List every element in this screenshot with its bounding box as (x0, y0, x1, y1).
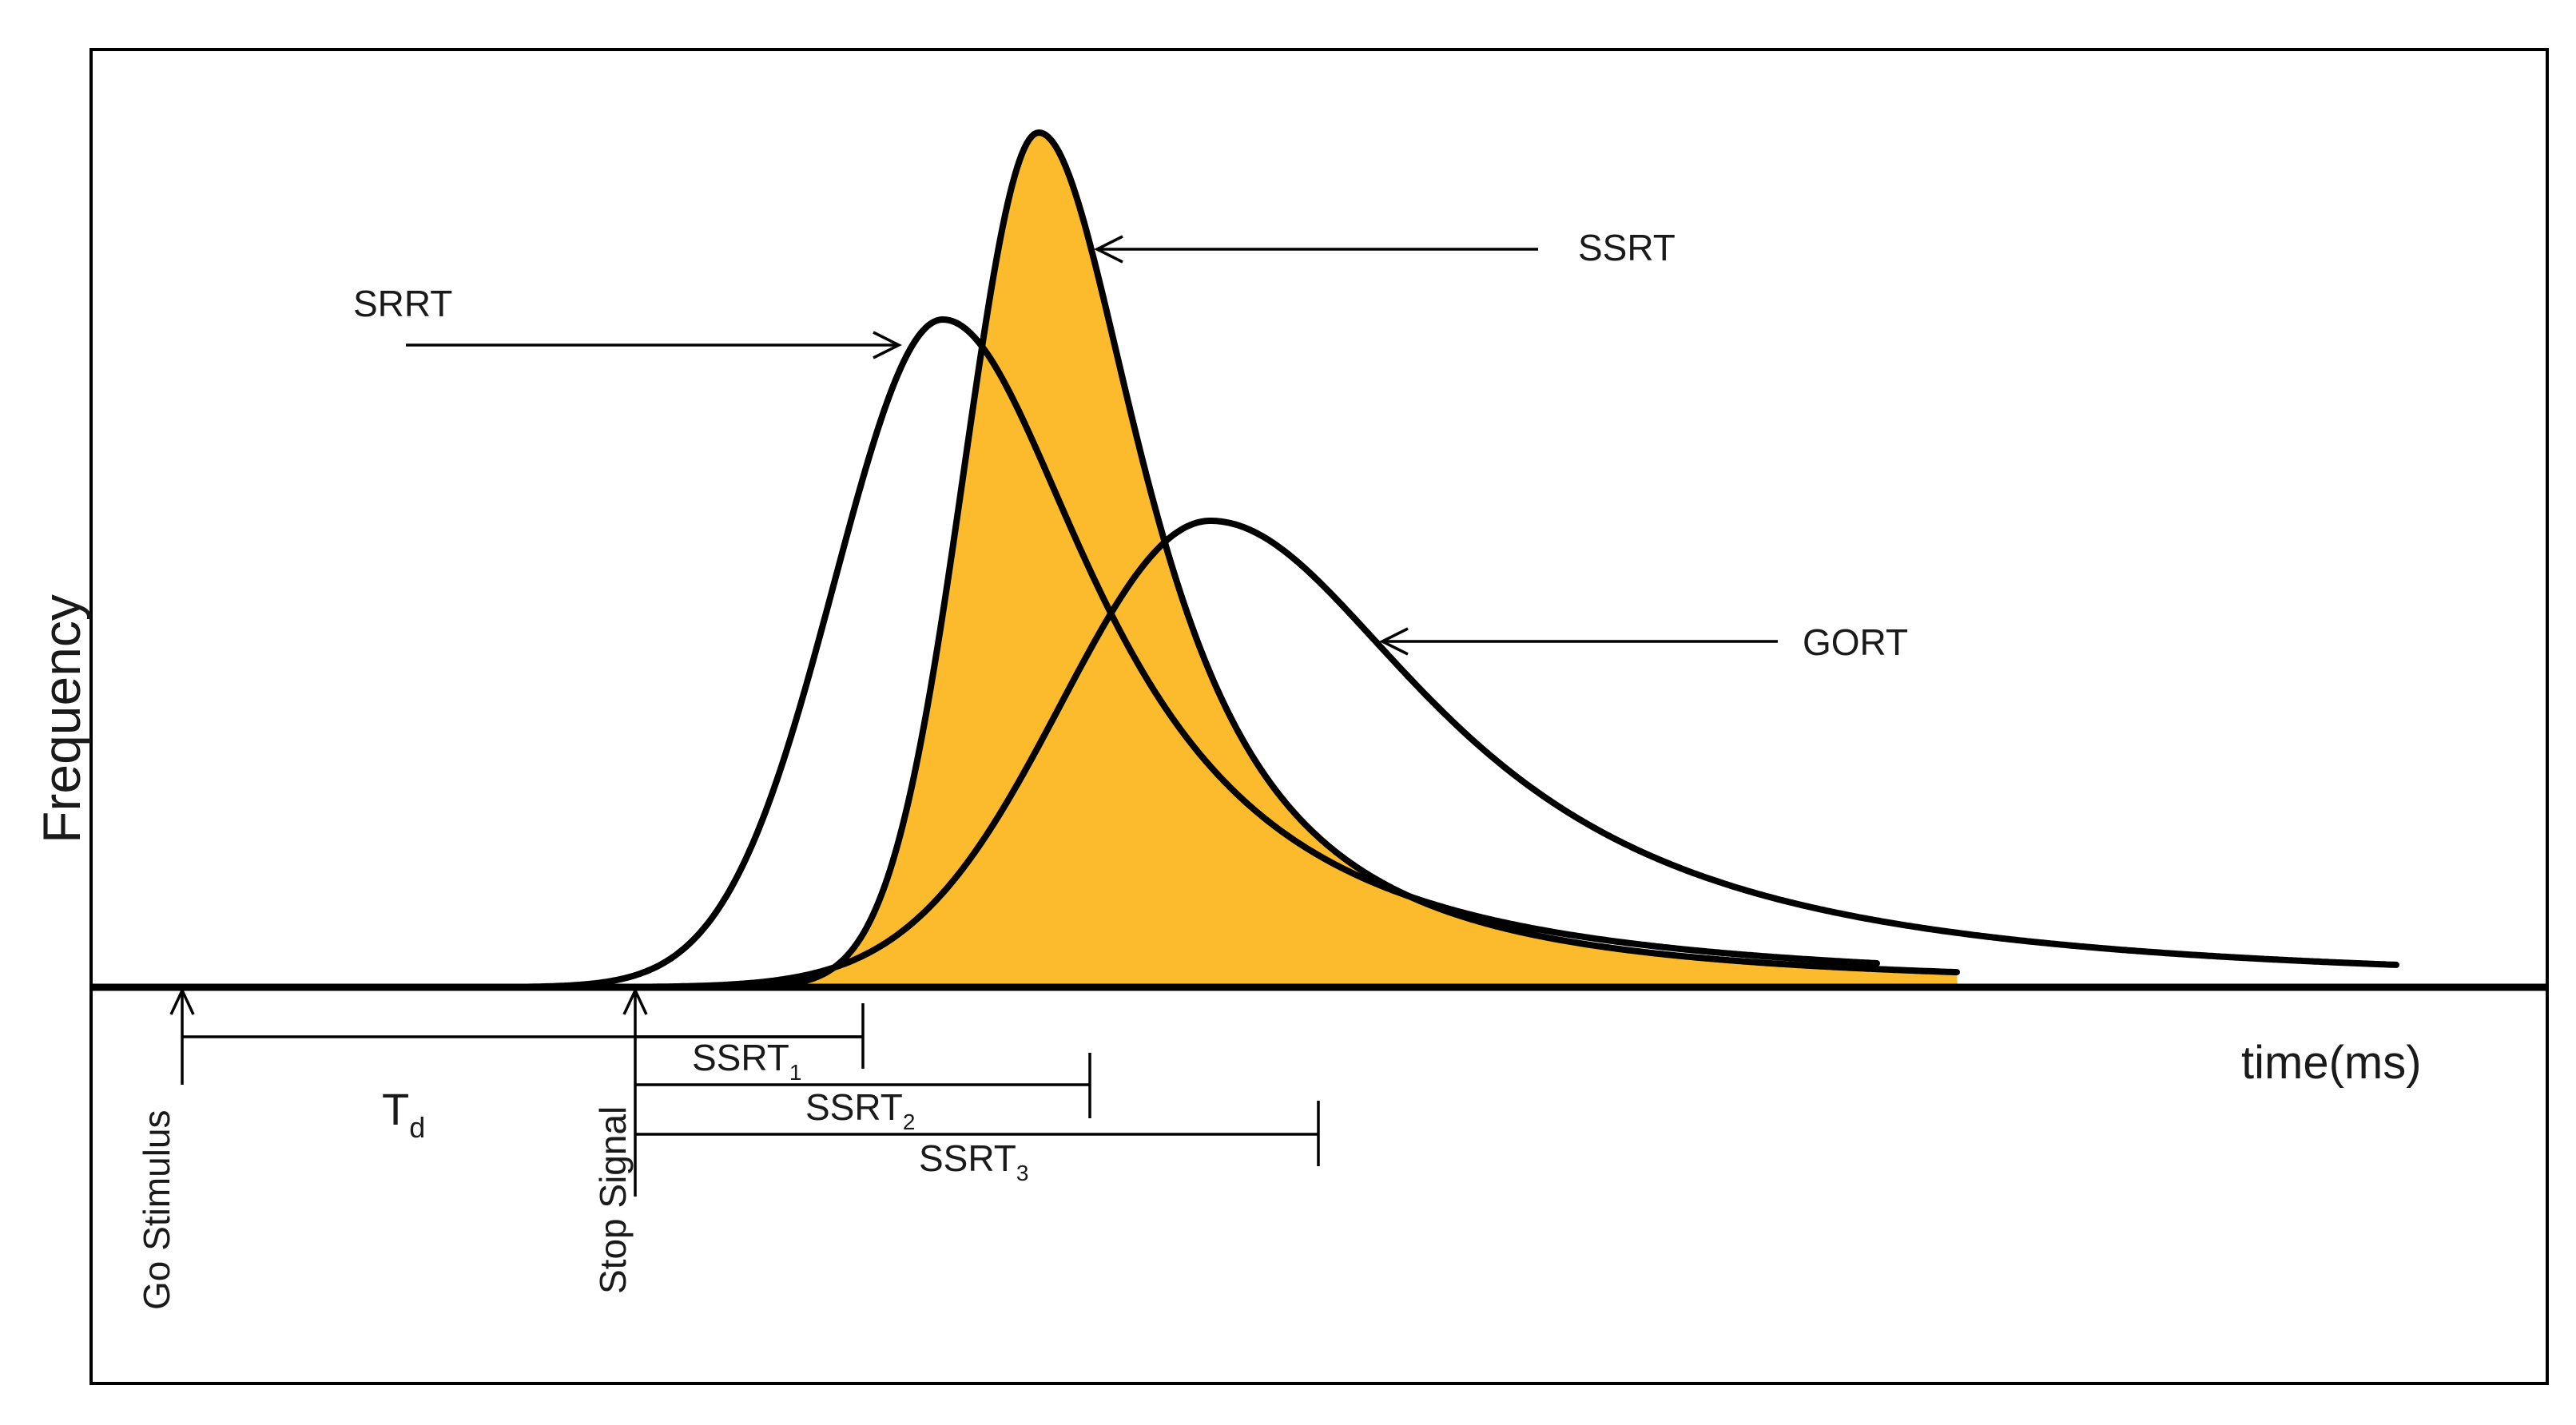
srrt-callout: SRRT (353, 283, 902, 359)
go-stimulus-marker: Go Stimulus (136, 986, 195, 1310)
ssrt1-label: SSRT1 (692, 1037, 801, 1085)
stop-signal-marker: Stop Signal (592, 986, 648, 1294)
gort-callout: GORT (1379, 621, 1908, 663)
ssrt3-interval: SSRT3 (635, 1101, 1320, 1185)
srrt-label: SRRT (353, 283, 452, 324)
go-stimulus-label: Go Stimulus (136, 1109, 177, 1310)
ssrt2-interval: SSRT2 (635, 1053, 1091, 1134)
ssrt-curve (700, 129, 1960, 990)
gort-label: GORT (1803, 621, 1908, 663)
x-axis-label: time(ms) (2241, 1037, 2422, 1089)
stop-signal-label: Stop Signal (592, 1106, 634, 1294)
y-axis-label: Frequency (32, 594, 91, 843)
srrt-curve (428, 316, 1880, 990)
ssrt-callout: SSRT (1094, 227, 1676, 268)
frame (89, 48, 2549, 1385)
td-label: Td (382, 1084, 425, 1144)
ssrt-label: SSRT (1578, 227, 1676, 268)
ssrt2-label: SSRT2 (805, 1086, 915, 1134)
ssrt-distribution-fill (703, 133, 1958, 987)
ssrt1-interval: SSRT1 (635, 1003, 865, 1085)
gort-curve (516, 518, 2399, 990)
ssrt3-label: SSRT3 (919, 1137, 1028, 1185)
